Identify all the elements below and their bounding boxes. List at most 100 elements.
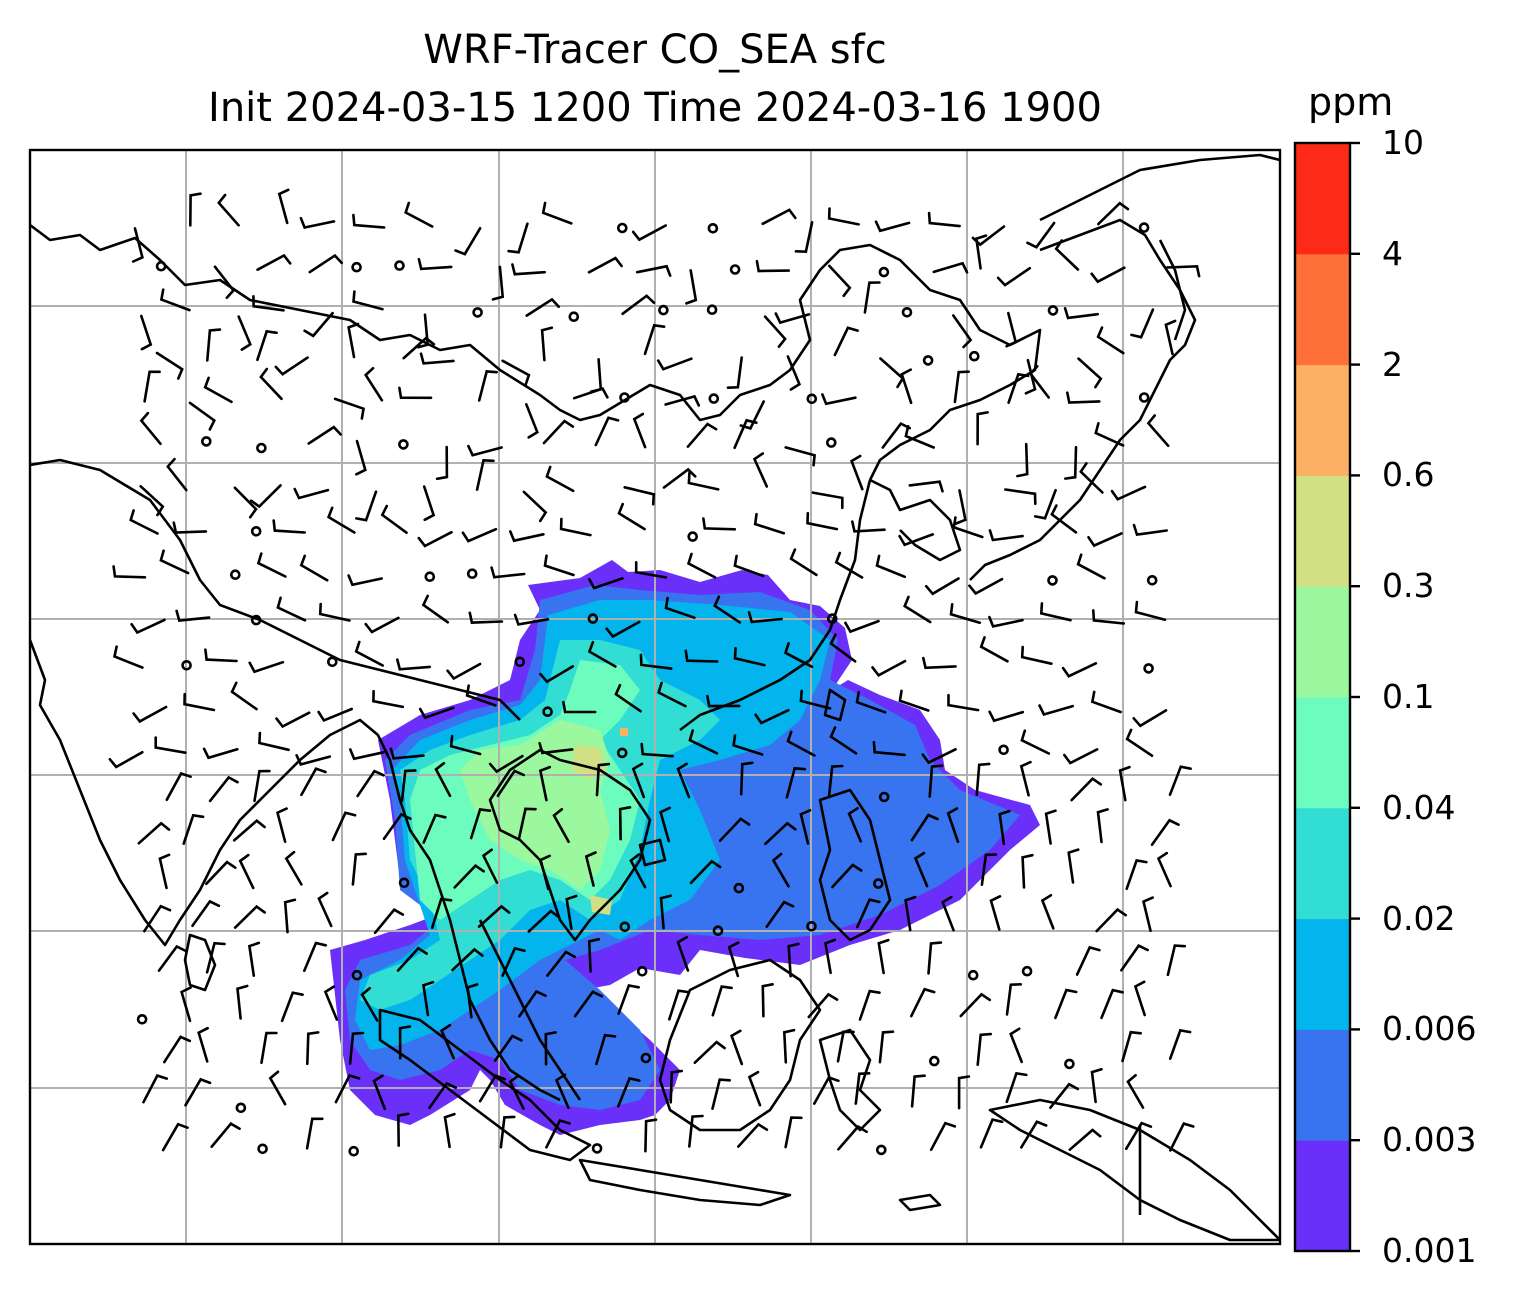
- wind-barb: [824, 938, 837, 975]
- colorbar-box: [1295, 364, 1350, 476]
- wind-barb: [490, 566, 526, 579]
- calm-wind-marker: [616, 747, 628, 759]
- wind-barb: [347, 322, 360, 359]
- wind-barb: [1097, 201, 1130, 226]
- wind-barb: [1021, 853, 1034, 889]
- wind-barb: [434, 761, 452, 798]
- wind-barb: [230, 681, 258, 711]
- wind-barb: [587, 640, 617, 668]
- wind-barb: [545, 465, 575, 493]
- wind-barb: [355, 490, 378, 522]
- wind-barb: [161, 1122, 189, 1152]
- wind-barb: [197, 1026, 209, 1063]
- wind-barb: [639, 653, 673, 670]
- wind-barb: [1007, 372, 1030, 404]
- wind-barb: [688, 1114, 704, 1148]
- japan-coast: [969, 218, 1197, 581]
- wind-barb: [513, 613, 550, 626]
- wind-barb: [761, 983, 774, 1018]
- wind-barb: [1070, 777, 1103, 802]
- wind-barb: [396, 1112, 410, 1147]
- tracer-level-0.3b: [590, 895, 612, 915]
- wind-barb: [668, 989, 690, 1021]
- wind-barb: [684, 649, 719, 663]
- colorbar-tick-label: 0.1: [1382, 677, 1435, 716]
- calm-wind-marker: [398, 439, 409, 450]
- wind-barb: [688, 729, 719, 755]
- wind-barb: [159, 549, 190, 575]
- wind-barb: [1130, 308, 1155, 339]
- calm-wind-marker: [706, 304, 718, 316]
- wind-barb: [155, 351, 184, 380]
- wind-barb: [1075, 945, 1101, 976]
- wind-barb: [419, 352, 455, 365]
- wind-barb: [924, 577, 960, 596]
- calm-wind-marker: [201, 436, 212, 447]
- wind-barb: [112, 645, 144, 669]
- wind-barb: [1168, 765, 1192, 796]
- wind-barb: [811, 491, 844, 510]
- wind-barb: [331, 811, 357, 842]
- wind-barb: [595, 1033, 617, 1066]
- wind-barb: [856, 898, 881, 929]
- calm-wind-marker: [250, 525, 262, 537]
- wind-barb: [499, 1115, 516, 1149]
- wind-barb: [163, 1035, 192, 1064]
- wind-barb: [1049, 1082, 1080, 1109]
- wind-barb: [877, 938, 890, 975]
- wind-barb: [1132, 709, 1168, 728]
- wind-barb: [789, 548, 818, 577]
- wind-barb: [208, 775, 239, 803]
- wind-barb: [685, 269, 698, 305]
- wind-barb: [1024, 358, 1037, 395]
- wind-barb: [1118, 765, 1131, 802]
- wind-barb: [932, 261, 969, 274]
- calm-wind-marker: [326, 656, 338, 668]
- wind-barb: [140, 314, 153, 351]
- indochina-coast: [488, 748, 652, 942]
- wind-barb: [617, 984, 640, 1015]
- wind-barb: [478, 1073, 507, 1103]
- wind-barb: [538, 765, 552, 802]
- calm-wind-marker: [636, 965, 648, 977]
- wind-barb: [299, 216, 336, 229]
- wind-barb: [206, 328, 222, 362]
- wind-barb: [129, 509, 159, 535]
- calm-wind-marker: [729, 264, 741, 275]
- wind-barb: [334, 1073, 361, 1104]
- wind-barb: [1166, 944, 1187, 977]
- calm-wind-marker: [998, 744, 1009, 756]
- wind-barb: [644, 1118, 658, 1153]
- wind-barb: [507, 222, 529, 254]
- wind-barb: [726, 356, 743, 389]
- wind-barb: [1063, 307, 1099, 320]
- wind-barb: [1020, 1120, 1048, 1149]
- calm-wind-marker: [1047, 575, 1058, 586]
- wind-barb: [737, 1122, 769, 1148]
- wind-barb: [372, 1074, 387, 1111]
- wind-barb: [657, 681, 687, 708]
- wind-barb: [142, 1074, 169, 1104]
- wind-barb: [643, 323, 666, 356]
- wind-barb: [210, 1122, 241, 1148]
- wind-barb: [404, 201, 434, 228]
- wind-barb: [755, 259, 790, 273]
- wind-barb: [1134, 600, 1167, 621]
- wind-barb: [183, 692, 216, 712]
- wind-barb: [874, 220, 911, 233]
- wind-barb: [237, 315, 252, 351]
- wind-barb: [205, 941, 226, 974]
- calm-wind-marker: [825, 437, 837, 448]
- wind-barb: [831, 863, 863, 889]
- wind-barb: [213, 265, 236, 300]
- wind-barb: [351, 852, 367, 886]
- wind-barb: [730, 1029, 744, 1066]
- wind-barb: [784, 1116, 803, 1149]
- wind-barb: [656, 357, 693, 371]
- wind-barb: [753, 512, 786, 535]
- wind-barb: [112, 565, 147, 579]
- wind-barb: [851, 520, 886, 533]
- wind-barb: [154, 736, 187, 754]
- wind-barb: [1096, 326, 1125, 355]
- wind-barb: [975, 762, 991, 796]
